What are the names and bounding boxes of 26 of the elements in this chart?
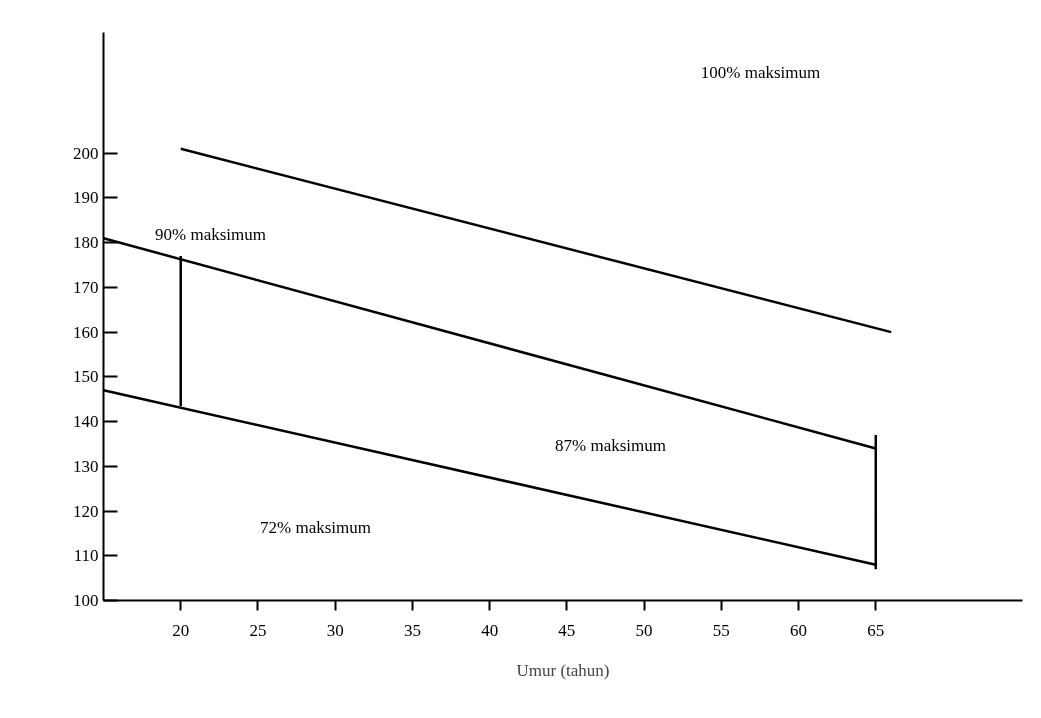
y-tick-label: 140 bbox=[73, 412, 99, 432]
y-tick-label: 110 bbox=[73, 546, 99, 566]
x-tick-label: 55 bbox=[712, 620, 730, 640]
x-tick-label: 25 bbox=[249, 620, 267, 640]
y-tick-label: 200 bbox=[73, 143, 99, 163]
y-tick-label: 190 bbox=[73, 188, 99, 208]
y-tick-label: 180 bbox=[73, 233, 99, 253]
x-tick-label: 60 bbox=[790, 620, 808, 640]
x-tick-label: 50 bbox=[635, 620, 653, 640]
annotation: 87% maksimum bbox=[555, 436, 666, 455]
annotation: 100% maksimum bbox=[700, 63, 821, 82]
x-axis-title: Umur (tahun) bbox=[516, 660, 610, 680]
x-tick-label: 20 bbox=[172, 620, 190, 640]
x-tick-label: 65 bbox=[867, 620, 885, 640]
x-tick-label: 35 bbox=[403, 620, 421, 640]
y-tick-label: 160 bbox=[73, 322, 99, 342]
y-tick-label: 100 bbox=[73, 591, 99, 610]
annotation: 90% maksimum bbox=[155, 225, 266, 244]
annotation: 72% maksimum bbox=[260, 518, 371, 537]
y-tick-label: 130 bbox=[73, 456, 99, 476]
x-tick-label: 30 bbox=[326, 620, 344, 640]
y-tick-label: 120 bbox=[73, 501, 99, 521]
x-tick-label: 45 bbox=[558, 620, 576, 640]
y-tick-label: 170 bbox=[73, 277, 99, 297]
y-tick-label: 150 bbox=[73, 367, 99, 387]
x-tick-label: 40 bbox=[481, 620, 499, 640]
